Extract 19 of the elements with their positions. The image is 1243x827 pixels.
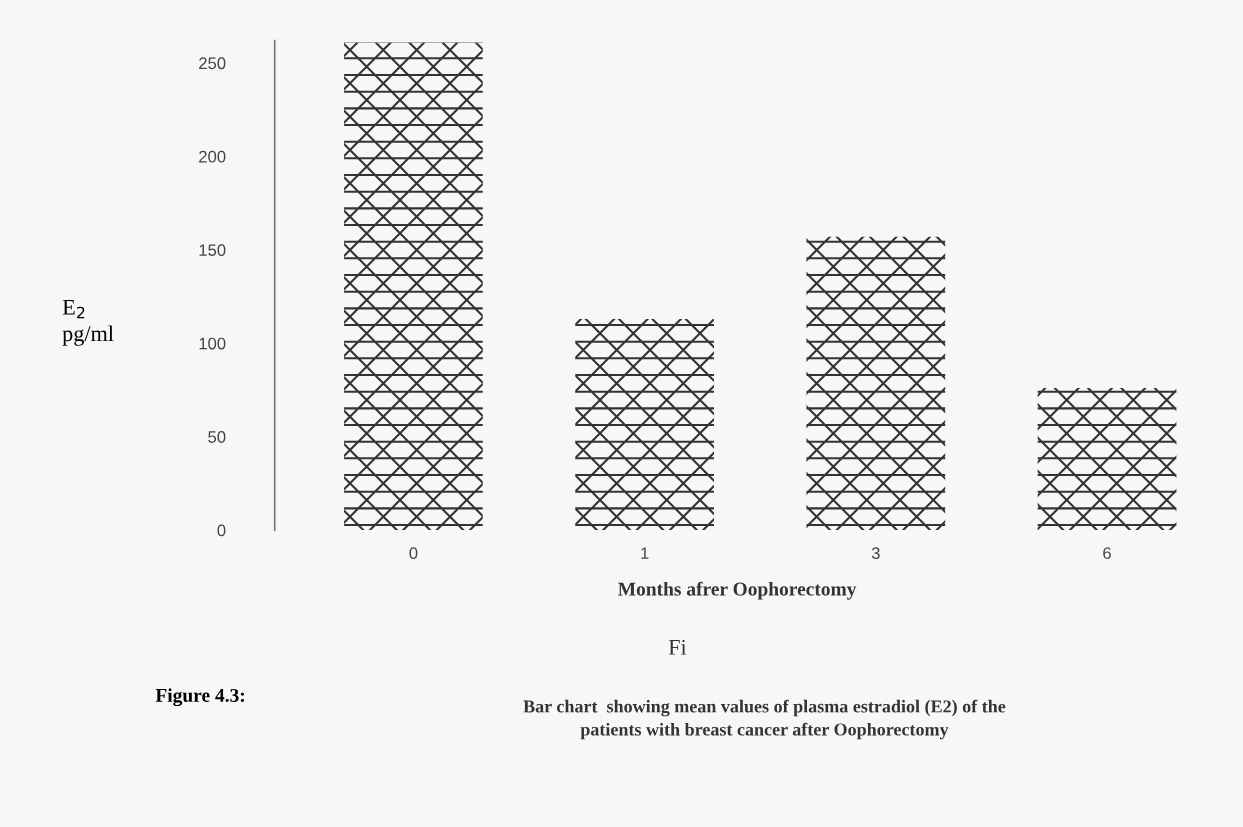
y-axis-title: E$_{2}$ pg/ml [62, 300, 114, 346]
y-tick-label: 250 [199, 57, 226, 70]
y-tick-label: 0 [217, 524, 226, 537]
y-tick-label: 150 [199, 244, 226, 257]
y-tick-label: 100 [199, 337, 226, 350]
text: Bar chart showing mean values of plasma estradiol (E2) of the patients with breast cancer after Oophorectomy [523, 699, 1006, 740]
text: Fi [668, 639, 687, 655]
y-tick-label: 50 [208, 431, 226, 443]
bar [1037, 388, 1177, 531]
x-tick-label: 6 [1103, 547, 1111, 560]
x-axis-title: Months afrer Oophorectomy [618, 581, 857, 600]
y-tick-label: 200 [199, 150, 226, 163]
x-tick-label: 0 [409, 547, 418, 560]
bar [575, 318, 714, 531]
bar [806, 236, 946, 531]
x-tick-label: 3 [871, 547, 880, 560]
bar [344, 42, 483, 531]
text: Figure 4.3: [155, 688, 245, 707]
x-tick-label: 1 [641, 547, 649, 559]
